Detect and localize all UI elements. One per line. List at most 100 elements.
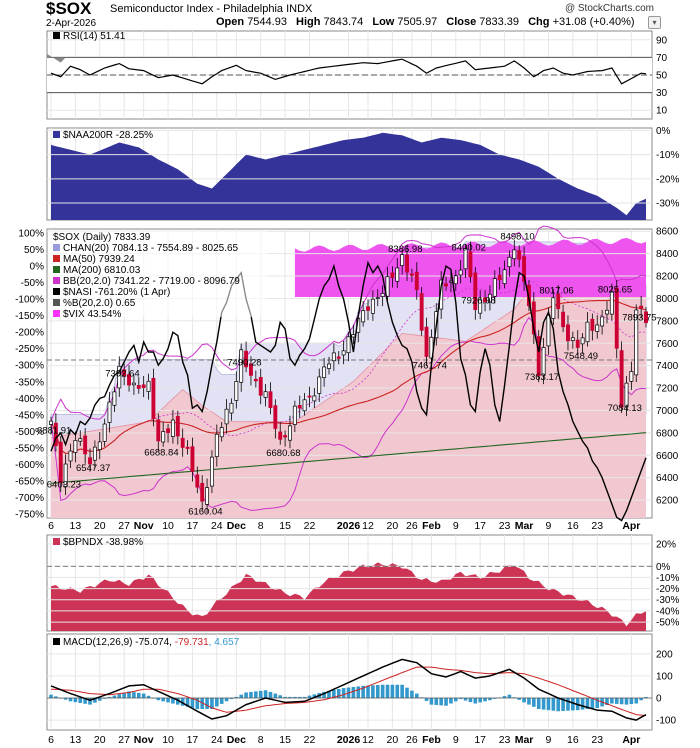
close-value: 7833.39 xyxy=(479,16,520,28)
candle-body xyxy=(395,267,400,282)
ma50-line xyxy=(50,299,647,454)
macd-histogram-bar xyxy=(132,692,136,698)
candle-body xyxy=(63,463,68,487)
high-label: High xyxy=(296,16,321,28)
macd-histogram-bar xyxy=(375,685,380,698)
macd-histogram-bar xyxy=(444,698,448,706)
bollinger-lower xyxy=(50,316,647,511)
x-tick-label: 20 xyxy=(387,734,399,746)
candle-body xyxy=(409,273,414,276)
candle-body xyxy=(166,428,170,434)
macd-histogram-bar xyxy=(136,692,141,698)
chevron-down-icon[interactable]: ▾ xyxy=(648,16,661,29)
legend-swatch xyxy=(53,277,60,284)
candle-body xyxy=(131,382,136,386)
ma200-line xyxy=(50,432,647,484)
x-tick-label: 17 xyxy=(187,734,199,746)
candle-body xyxy=(341,350,346,356)
x-tick-label: Apr xyxy=(622,520,640,532)
nasi-tick-label: 0% xyxy=(30,262,45,273)
macd-histogram-bar xyxy=(361,685,365,698)
macd-histogram-bar xyxy=(356,686,361,698)
macd-histogram-bar xyxy=(405,687,409,698)
candle-body xyxy=(283,435,288,438)
y-tick-label: 10 xyxy=(656,106,668,117)
macd-histogram-bar xyxy=(614,698,619,704)
candle-body xyxy=(458,269,463,276)
candle-body xyxy=(92,446,97,461)
x-tick-label: 17 xyxy=(474,734,486,746)
y-tick-label: 0% xyxy=(656,126,671,137)
candle-body xyxy=(595,324,600,332)
y-tick-label: 7200 xyxy=(656,384,679,395)
nasi-tick-label: -350% xyxy=(15,377,44,388)
macd-histogram-bar xyxy=(117,694,122,698)
legend-swatch xyxy=(53,131,60,138)
nasi-tick-label: -400% xyxy=(15,394,44,405)
price-annotation: 7548.49 xyxy=(564,351,598,362)
macd-histogram-bar xyxy=(624,698,629,705)
candle-body xyxy=(195,474,200,488)
vix-area-base xyxy=(51,245,646,518)
macd-histogram-bar xyxy=(541,698,546,710)
candle-body xyxy=(556,293,561,310)
candle-body xyxy=(497,274,502,281)
x-tick-label: 24 xyxy=(211,520,223,532)
macd-histogram-bar xyxy=(107,696,112,698)
macd-histogram-bar xyxy=(493,698,497,699)
candle-body xyxy=(463,248,468,270)
candle-body xyxy=(127,374,131,386)
main-title: $SOX (Daily) 7833.39 xyxy=(53,232,151,243)
nasi-tick-label: -450% xyxy=(15,410,44,421)
candle-body xyxy=(312,395,317,402)
macd-histogram-bar xyxy=(302,696,307,698)
macd-histogram-bar xyxy=(483,698,487,702)
candle-body xyxy=(580,337,585,345)
nasi-tick-label: -50% xyxy=(21,278,44,289)
macd-histogram-bar xyxy=(146,695,151,698)
price-annotation: 8400.02 xyxy=(452,243,486,254)
y-tick-label: -20% xyxy=(656,174,679,185)
rsi-line xyxy=(50,58,647,85)
y-tick-label: 0 xyxy=(656,694,662,705)
candle-body xyxy=(185,446,190,449)
macd-histogram-bar xyxy=(283,696,287,698)
candle-body xyxy=(517,250,522,260)
macd-histogram-bar xyxy=(351,686,356,698)
macd-histogram-bar xyxy=(327,690,331,698)
legend-swatch xyxy=(53,32,60,39)
macd-legend-part: -79.731 xyxy=(175,637,209,648)
x-tick-label: 17 xyxy=(474,520,486,532)
candle-body xyxy=(288,425,292,441)
candle-body xyxy=(507,256,512,268)
candle-body xyxy=(292,405,297,425)
candle-body xyxy=(590,318,595,331)
macd-histogram-bar xyxy=(93,698,97,703)
price-annotation: 6547.37 xyxy=(76,463,110,474)
candle-body xyxy=(605,309,609,315)
x-tick-label: Feb xyxy=(422,734,441,746)
legend-swatch xyxy=(53,638,60,645)
candle-body xyxy=(156,419,161,442)
x-tick-label: 15 xyxy=(279,734,291,746)
symbol: $SOX xyxy=(46,0,92,18)
nasi-line xyxy=(50,260,647,522)
x-tick-label: 16 xyxy=(567,734,579,746)
macd-histogram-bar xyxy=(171,698,175,704)
macd-histogram-bar xyxy=(336,689,341,698)
x-tick-label: 13 xyxy=(70,520,82,532)
y-tick-label: 6400 xyxy=(656,473,679,484)
candle-body xyxy=(419,293,424,331)
x-tick-label: 9 xyxy=(453,520,459,532)
nasi-tick-label: -700% xyxy=(15,493,44,504)
candle-body xyxy=(405,254,409,273)
price-annotation: 7363.17 xyxy=(525,372,559,383)
candle-body xyxy=(361,310,366,323)
x-tick-label: 6 xyxy=(48,734,54,746)
macd-legend-part: MACD(12,26,9) xyxy=(63,637,135,648)
candle-body xyxy=(351,334,356,338)
candle-body xyxy=(619,350,624,408)
x-tick-label: 12 xyxy=(362,734,374,746)
candle-body xyxy=(170,419,175,437)
